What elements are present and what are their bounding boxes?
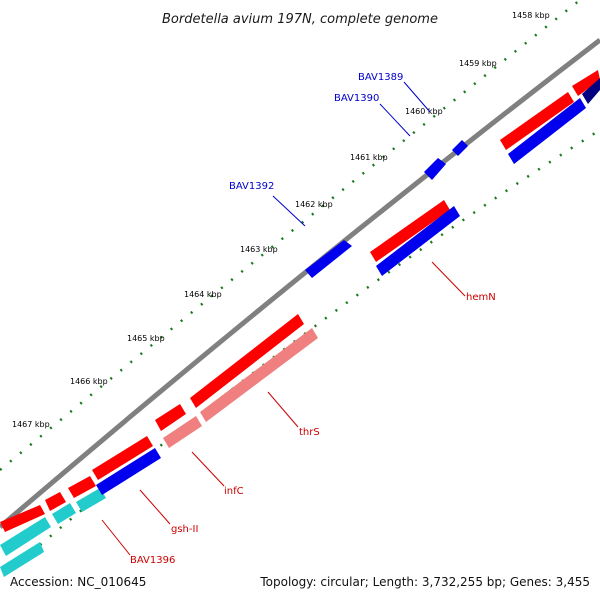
leader-lines bbox=[101, 81, 466, 556]
gene-label-thrS: thrS bbox=[299, 427, 320, 438]
map-title: Bordetella avium 197N, complete genome bbox=[162, 12, 438, 27]
backbone-halo bbox=[0, 36, 600, 531]
gene-tile bbox=[0, 517, 51, 556]
gene-bav1390 bbox=[424, 158, 446, 180]
tick-label: 1461 kbp bbox=[350, 153, 388, 162]
gene-forward bbox=[45, 492, 66, 511]
gene-bav1389 bbox=[452, 140, 468, 156]
gene-dark bbox=[582, 78, 600, 104]
gene-reverse bbox=[376, 206, 460, 276]
gene-label-bav1396: BAV1396 bbox=[130, 555, 175, 566]
leader-bav1392 bbox=[272, 195, 306, 227]
gene-labels: BAV1389 BAV1390 BAV1392 hemN thrS infC g… bbox=[130, 72, 496, 566]
tick-label: 1458 kbp bbox=[512, 11, 550, 20]
outer-tick-dots bbox=[0, 0, 581, 471]
accession-text: Accession: NC_010645 bbox=[10, 575, 146, 589]
gene-tile bbox=[0, 542, 44, 577]
tick-label: 1462 kbp bbox=[295, 200, 333, 209]
tick-label: 1463 kbp bbox=[240, 245, 278, 254]
tick-label: 1467 kbp bbox=[12, 420, 50, 429]
gene-forward bbox=[155, 404, 186, 431]
gene-label-bav1390: BAV1390 bbox=[334, 93, 379, 104]
inner-scale-ring bbox=[39, 128, 600, 546]
topology-text: Topology: circular; Length: 3,732,255 bp… bbox=[259, 575, 590, 589]
leader-thrS bbox=[267, 391, 299, 428]
gene-tile bbox=[76, 488, 106, 512]
tick-label: 1465 kbp bbox=[127, 334, 165, 343]
inner-tick-dots bbox=[39, 128, 600, 546]
gene-bav1392 bbox=[305, 240, 352, 278]
gene-label-bav1392: BAV1392 bbox=[229, 181, 274, 192]
gene-label-infC: infC bbox=[224, 486, 244, 497]
gene-label-bav1389: BAV1389 bbox=[358, 72, 403, 83]
gene-forward bbox=[92, 436, 153, 480]
gene-tile bbox=[52, 503, 76, 524]
gene-reverse bbox=[96, 448, 161, 495]
leader-bav1389 bbox=[403, 81, 431, 113]
leader-hemN bbox=[431, 261, 466, 297]
gene-label-gsh-ii: gsh-II bbox=[171, 524, 198, 535]
gene-label-hemN: hemN bbox=[466, 292, 496, 303]
tick-label: 1466 kbp bbox=[70, 377, 108, 386]
tick-label: 1460 kbp bbox=[405, 107, 443, 116]
leader-bav1396 bbox=[101, 519, 131, 556]
gene-forward bbox=[190, 314, 304, 408]
gene-forward bbox=[572, 70, 600, 96]
gene-forward bbox=[68, 476, 96, 498]
tick-label: 1464 kbp bbox=[184, 290, 222, 299]
outer-strand-genes bbox=[305, 140, 468, 278]
tick-labels: 1458 kbp 1459 kbp 1460 kbp 1461 kbp 1462… bbox=[12, 11, 550, 429]
leader-gsh-ii bbox=[139, 489, 171, 525]
second-strand-genes bbox=[0, 78, 600, 577]
genome-backbone bbox=[0, 38, 600, 529]
gene-rna bbox=[163, 416, 202, 448]
leader-bav1390 bbox=[379, 103, 411, 137]
forward-strand-genes bbox=[0, 70, 600, 532]
outer-scale-ring bbox=[0, 0, 581, 471]
tick-label: 1459 kbp bbox=[459, 59, 497, 68]
gene-forward bbox=[370, 200, 450, 262]
leader-infC bbox=[191, 451, 225, 487]
gene-forward bbox=[500, 92, 574, 150]
gene-forward bbox=[0, 505, 45, 532]
gene-rna bbox=[200, 328, 318, 422]
gene-reverse bbox=[508, 98, 586, 164]
